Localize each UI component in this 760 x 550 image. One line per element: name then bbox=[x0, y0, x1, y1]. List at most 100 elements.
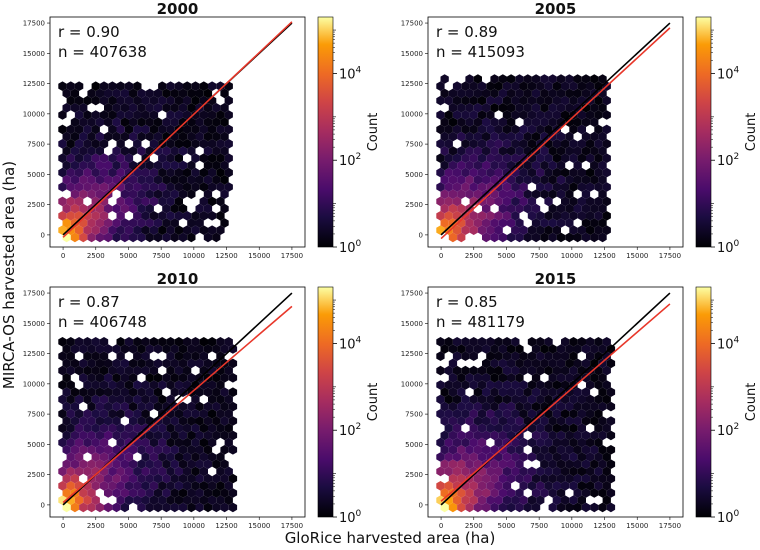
hex-cell bbox=[62, 160, 71, 171]
hex-cell bbox=[486, 351, 495, 361]
hex-cell bbox=[183, 81, 192, 91]
hex-cell bbox=[565, 232, 574, 243]
hex-cell bbox=[444, 394, 453, 405]
hex-cell bbox=[141, 167, 150, 178]
hex-cell bbox=[477, 167, 487, 178]
hex-cell bbox=[129, 358, 138, 369]
hex-cell bbox=[581, 232, 591, 243]
hex-cell bbox=[170, 344, 179, 354]
hex-cell bbox=[606, 445, 616, 455]
hex-cell bbox=[87, 488, 96, 498]
x-tick-label: 17500 bbox=[659, 522, 681, 530]
hex-cell bbox=[104, 502, 113, 513]
hex-cell bbox=[133, 394, 142, 405]
hex-cell bbox=[95, 445, 104, 455]
hex-cell bbox=[216, 380, 225, 390]
hex-cell bbox=[490, 218, 499, 228]
hex-cell bbox=[586, 452, 595, 462]
y-tick-label: 0 bbox=[41, 501, 45, 509]
hex-cell bbox=[594, 182, 603, 192]
hex-cell bbox=[174, 380, 183, 390]
hex-cell bbox=[540, 473, 549, 484]
colorbar-gradient bbox=[695, 286, 712, 518]
hex-cell bbox=[440, 445, 449, 455]
hex-cell bbox=[536, 153, 545, 163]
hex-cell bbox=[137, 88, 146, 99]
hex-cell bbox=[519, 437, 528, 448]
hex-cell bbox=[216, 481, 225, 491]
hex-cell bbox=[79, 175, 88, 185]
hexbin-cells bbox=[58, 337, 238, 513]
colorbar-tick-label: 104 bbox=[717, 335, 740, 352]
hex-cell bbox=[465, 502, 474, 513]
x-tick-label: 0 bbox=[61, 252, 65, 260]
hex-cell bbox=[469, 225, 478, 235]
hex-cell bbox=[170, 445, 179, 455]
hex-cell bbox=[104, 175, 113, 185]
hex-cell bbox=[95, 131, 104, 142]
hex-cell bbox=[473, 459, 482, 469]
hex-cell bbox=[548, 373, 557, 383]
hex-cell bbox=[548, 387, 557, 397]
hex-cell bbox=[149, 337, 159, 347]
hex-cell bbox=[116, 337, 125, 347]
hex-cell bbox=[129, 459, 138, 469]
hex-cell bbox=[602, 139, 611, 149]
hex-cell bbox=[573, 473, 582, 484]
hex-cell bbox=[87, 416, 96, 426]
hex-cell bbox=[536, 365, 545, 376]
hex-cell bbox=[162, 358, 171, 369]
hex-cell bbox=[120, 459, 129, 469]
hex-cell bbox=[477, 481, 487, 491]
hex-cell bbox=[581, 459, 591, 469]
hex-cell bbox=[490, 401, 499, 412]
hex-cell bbox=[556, 189, 566, 199]
hex-cell bbox=[224, 466, 233, 477]
hex-cell bbox=[581, 401, 591, 412]
hex-cell bbox=[170, 218, 179, 228]
hex-cell bbox=[74, 139, 84, 149]
hex-cell bbox=[507, 416, 516, 426]
hex-cell bbox=[199, 380, 208, 390]
hex-cell bbox=[594, 211, 603, 221]
hex-cell bbox=[436, 466, 445, 477]
hex-cell bbox=[137, 488, 146, 498]
hex-cell bbox=[145, 502, 154, 513]
hex-cell bbox=[594, 81, 603, 91]
hex-cell bbox=[531, 103, 541, 113]
hex-cell bbox=[70, 387, 80, 397]
hex-cell bbox=[569, 452, 578, 462]
hex-cell bbox=[91, 394, 100, 405]
hex-cell bbox=[129, 473, 138, 484]
hex-cell bbox=[145, 473, 154, 484]
hex-cell bbox=[502, 182, 512, 192]
hex-cell bbox=[212, 488, 221, 498]
hex-cell bbox=[598, 218, 607, 228]
hex-cell bbox=[586, 481, 595, 491]
hex-cell bbox=[149, 495, 159, 505]
hex-cell bbox=[602, 167, 611, 178]
hex-cell bbox=[166, 182, 175, 192]
hex-cell bbox=[212, 175, 221, 185]
hex-cell bbox=[590, 103, 599, 113]
hex-cell bbox=[141, 466, 150, 477]
hex-cell bbox=[536, 351, 545, 361]
hex-cell bbox=[124, 380, 134, 390]
hex-cell bbox=[195, 203, 204, 214]
hex-cell bbox=[511, 196, 520, 207]
hex-cell bbox=[116, 139, 125, 149]
hex-cell bbox=[527, 167, 537, 178]
hex-cell bbox=[482, 160, 491, 171]
hex-cell bbox=[91, 182, 100, 192]
x-tick-label: 10000 bbox=[561, 252, 583, 260]
hex-cell bbox=[145, 232, 154, 243]
hex-cell bbox=[212, 416, 221, 426]
hex-cell bbox=[486, 481, 495, 491]
hex-cell bbox=[87, 358, 96, 369]
hex-cell bbox=[66, 452, 75, 462]
hex-cell bbox=[178, 344, 188, 354]
hex-cell bbox=[536, 495, 545, 505]
hex-cell bbox=[220, 189, 229, 199]
hex-cell bbox=[104, 344, 113, 354]
hex-cell bbox=[145, 488, 154, 498]
